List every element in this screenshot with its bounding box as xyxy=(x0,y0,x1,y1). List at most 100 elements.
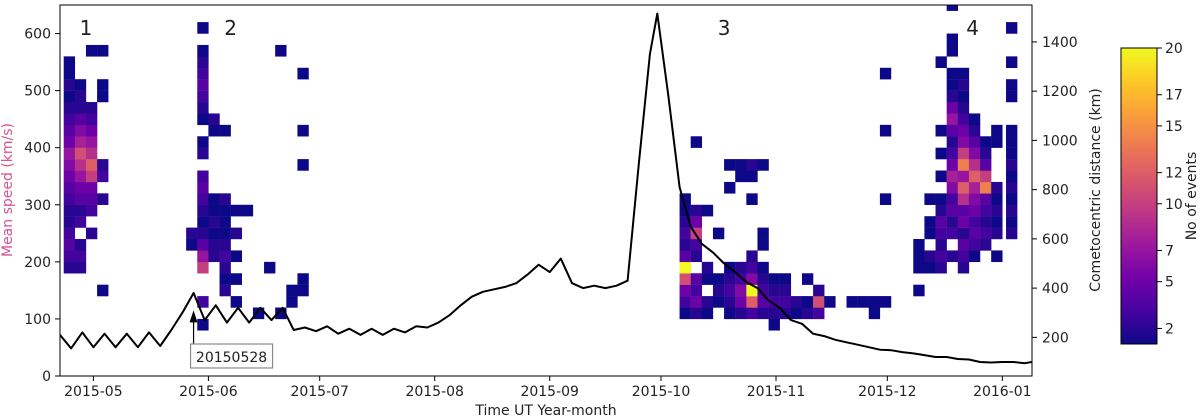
heatmap-cell xyxy=(197,79,209,91)
heatmap-cell xyxy=(208,113,220,126)
heatmap-cell xyxy=(63,113,76,126)
heatmap-cell xyxy=(85,193,98,205)
heatmap-cell xyxy=(208,216,220,228)
x-tick-label: 2015-08 xyxy=(405,384,464,400)
heatmap-cell xyxy=(757,239,769,251)
colorbar-label: No of events xyxy=(1184,152,1200,241)
heatmap-cell xyxy=(1006,147,1018,160)
heatmap-cell xyxy=(757,296,769,308)
heatmap-cell xyxy=(679,273,691,285)
heatmap-cell xyxy=(968,181,981,194)
heatmap-cell xyxy=(768,296,780,308)
heatmap-cell xyxy=(690,227,703,240)
heatmap-cell xyxy=(757,284,769,297)
heatmap-cell xyxy=(957,147,970,160)
heatmap-cell xyxy=(197,227,209,240)
heatmap-cell xyxy=(219,227,231,240)
distance-line xyxy=(60,12,1032,365)
heatmap-cell xyxy=(63,170,76,183)
heatmap-cell xyxy=(97,79,109,91)
heatmap-cell xyxy=(197,239,209,251)
heatmap-cell xyxy=(946,102,958,114)
heatmap-cell xyxy=(63,147,76,160)
x-tick-label: 2015-10 xyxy=(632,384,691,400)
heatmap-cell xyxy=(879,296,892,308)
heatmap-cell xyxy=(679,296,691,308)
heatmap-cell xyxy=(968,159,981,171)
colorbar-tick-label: 2 xyxy=(1165,321,1174,337)
heatmap-cell xyxy=(74,181,87,194)
heatmap-cell xyxy=(197,22,209,34)
x-tick-label: 2015-06 xyxy=(179,384,238,400)
heatmap-cell xyxy=(63,79,76,91)
heatmap-cell xyxy=(85,170,98,183)
heatmap-cell xyxy=(241,204,254,217)
heatmap-cell xyxy=(935,147,947,160)
region-label: 2 xyxy=(224,16,237,40)
x-tick-label: 2015-07 xyxy=(290,384,349,400)
colorbar-tick-label: 12 xyxy=(1165,166,1183,182)
heatmap-cell xyxy=(801,307,814,320)
heatmap-cell xyxy=(957,204,970,217)
heatmap-cell xyxy=(63,261,76,274)
heatmap-cell xyxy=(97,284,109,297)
heatmap-cell xyxy=(801,273,814,285)
heatmap-cell xyxy=(1006,22,1018,34)
right-y-axis-label: Cometocentric distance (km) xyxy=(1088,88,1104,292)
heatmap-cell xyxy=(197,193,209,205)
heatmap-cell xyxy=(74,147,87,160)
heatmap-cell xyxy=(74,204,87,217)
heatmap-cell xyxy=(219,250,231,263)
heatmap-cell xyxy=(746,296,758,308)
heatmap-cell xyxy=(679,216,691,228)
heatmap-cell xyxy=(186,227,198,240)
heatmap-cell xyxy=(74,136,87,148)
heatmap-cell xyxy=(724,296,736,308)
colorbar-tick-label: 17 xyxy=(1165,88,1183,104)
heatmap-cell xyxy=(757,261,769,274)
heatmap-cell xyxy=(690,239,703,251)
heatmap-cell xyxy=(813,284,825,297)
heatmap-cell xyxy=(957,239,970,251)
heatmap-cell xyxy=(1006,181,1018,194)
heatmap-cell xyxy=(980,147,992,160)
left-y-axis: 0 100 200 300 400 500 600 xyxy=(24,27,60,385)
heatmap-cell xyxy=(690,307,703,320)
heatmap-cell xyxy=(935,239,947,251)
x-tick-label: 2015-05 xyxy=(64,384,123,400)
left-y-tick-label: 200 xyxy=(24,255,51,271)
heatmap-cell xyxy=(63,227,76,240)
heatmap-cell xyxy=(712,227,725,240)
heatmap-cell xyxy=(85,102,98,114)
heatmap-cell xyxy=(746,273,758,285)
plot-frame xyxy=(59,4,1033,377)
heatmap-cell xyxy=(957,261,970,274)
heatmap-cell xyxy=(85,136,98,148)
heatmap-cell xyxy=(97,90,109,103)
heatmap-cell xyxy=(679,284,691,297)
heatmap-cell xyxy=(230,296,242,308)
heatmap-cell xyxy=(208,124,220,137)
heatmap-cell xyxy=(219,216,231,228)
heatmap-cell xyxy=(297,67,309,80)
heatmap-cell xyxy=(230,227,242,240)
heatmap-cell xyxy=(935,204,947,217)
heatmap-cell xyxy=(879,124,892,137)
heatmap-cell xyxy=(924,250,936,263)
heatmap-cell xyxy=(690,250,703,263)
heatmap-cell xyxy=(197,113,209,126)
heatmap-cell xyxy=(63,193,76,205)
heatmap-cell xyxy=(968,136,981,148)
heatmap-cell xyxy=(724,181,736,194)
right-y-tick-label: 400 xyxy=(1042,281,1069,297)
heatmap-cell xyxy=(946,216,958,228)
heatmap-cell xyxy=(208,193,220,205)
heatmap-cell xyxy=(980,193,992,205)
heatmap-cell xyxy=(85,181,98,194)
heatmap-cell xyxy=(208,250,220,263)
heatmap-cell xyxy=(846,296,858,308)
colorbar-gradient xyxy=(1120,47,1158,345)
heatmap-cell xyxy=(946,5,958,11)
heatmap-cell xyxy=(735,261,747,274)
heatmap-cell xyxy=(957,216,970,228)
